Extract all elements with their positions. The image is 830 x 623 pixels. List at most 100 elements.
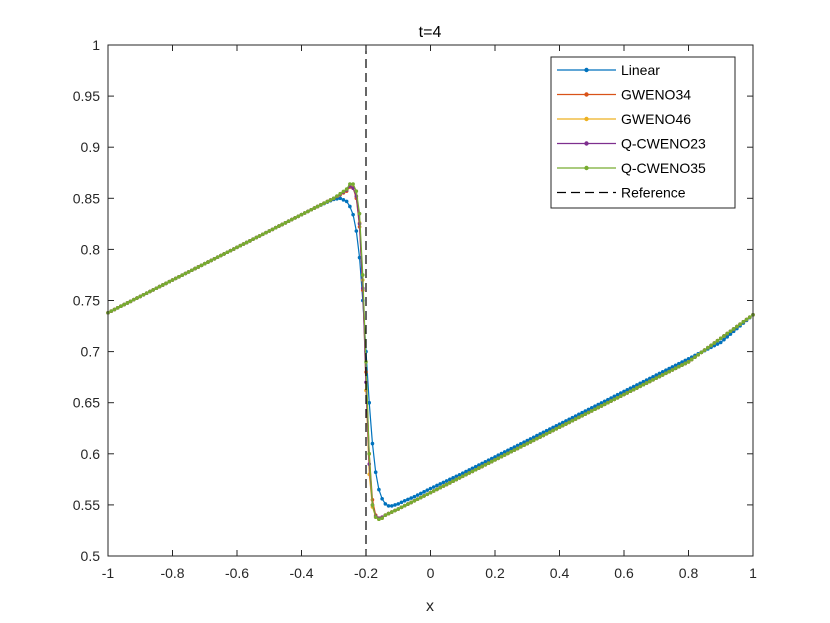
data-point-q-cweno35 xyxy=(577,415,581,420)
data-point-linear xyxy=(541,430,546,435)
data-point-q-cweno35 xyxy=(689,357,694,362)
data-point-q-cweno35 xyxy=(686,360,691,364)
data-point-q-cweno35 xyxy=(747,315,752,319)
data-point-q-cweno35 xyxy=(315,204,320,209)
data-point-q-cweno35 xyxy=(373,515,378,519)
data-point-linear xyxy=(657,371,662,376)
data-point-q-cweno35 xyxy=(712,341,717,345)
y-tick-label: 1 xyxy=(92,37,100,53)
data-point-q-cweno35 xyxy=(431,489,436,493)
data-point-linear xyxy=(399,500,404,505)
y-tick-label: 0.95 xyxy=(73,88,100,104)
data-point-q-cweno35 xyxy=(222,252,226,256)
data-point-linear xyxy=(618,391,623,395)
data-point-q-cweno35 xyxy=(190,268,194,273)
data-point-linear xyxy=(354,229,359,233)
data-point-linear xyxy=(422,490,426,494)
data-point-q-cweno35 xyxy=(148,289,152,294)
legend-entry-linear: Linear xyxy=(557,62,660,78)
x-tick-label: 0.2 xyxy=(485,565,505,581)
data-point-q-cweno35 xyxy=(677,364,681,369)
data-point-q-cweno35 xyxy=(631,387,636,392)
data-point-linear xyxy=(667,366,671,371)
data-point-linear xyxy=(519,441,523,446)
data-point-linear xyxy=(567,417,571,422)
x-axis-label: x xyxy=(426,598,434,615)
data-point-linear xyxy=(515,443,520,448)
data-point-q-cweno35 xyxy=(522,443,526,448)
data-point-linear xyxy=(683,358,688,363)
data-point-q-cweno35 xyxy=(196,265,201,269)
data-point-q-cweno35 xyxy=(231,247,236,251)
data-point-q-cweno35 xyxy=(606,400,610,405)
y-tick-label: 0.6 xyxy=(81,446,101,462)
y-tick-label: 0.65 xyxy=(73,395,100,411)
data-point-q-cweno35 xyxy=(551,428,555,433)
legend-entry-reference: Reference xyxy=(557,185,686,201)
x-tick-label: 0.8 xyxy=(679,565,699,581)
data-point-linear xyxy=(715,342,720,346)
data-point-q-cweno35 xyxy=(319,203,323,207)
data-point-q-cweno35 xyxy=(648,379,652,384)
data-point-q-cweno35 xyxy=(596,405,600,410)
data-point-linear xyxy=(506,448,510,453)
data-point-linear xyxy=(370,441,375,446)
data-point-q-cweno35 xyxy=(544,431,549,436)
data-point-linear xyxy=(457,472,462,477)
data-point-linear xyxy=(386,504,391,508)
x-tick-label: 0.6 xyxy=(614,565,634,581)
data-point-q-cweno35 xyxy=(338,191,343,196)
data-point-linear xyxy=(538,432,542,436)
data-point-linear xyxy=(531,435,536,440)
data-point-q-cweno35 xyxy=(744,317,749,322)
data-point-linear xyxy=(583,409,588,413)
data-point-q-cweno35 xyxy=(309,207,313,212)
data-point-linear xyxy=(586,407,591,412)
data-point-linear xyxy=(406,497,410,502)
data-point-linear xyxy=(348,204,352,209)
data-point-q-cweno35 xyxy=(299,212,304,217)
data-point-q-cweno35 xyxy=(135,296,139,300)
data-point-linear xyxy=(602,399,607,404)
data-point-linear xyxy=(464,469,468,474)
data-point-q-cweno35 xyxy=(367,452,372,456)
data-point-q-cweno35 xyxy=(467,471,472,475)
data-point-q-cweno35 xyxy=(735,324,739,329)
data-point-q-cweno35 xyxy=(506,451,510,456)
data-point-linear xyxy=(373,470,378,475)
data-point-linear xyxy=(448,477,452,482)
data-point-q-cweno35 xyxy=(718,336,723,341)
data-point-q-cweno35 xyxy=(186,270,191,274)
data-point-q-cweno35 xyxy=(699,350,704,355)
data-point-linear xyxy=(522,440,526,444)
data-point-q-cweno35 xyxy=(680,363,684,367)
data-point-q-cweno35 xyxy=(141,292,146,297)
x-tick-label: -0.4 xyxy=(289,565,313,581)
data-point-linear xyxy=(725,335,729,339)
data-point-linear xyxy=(451,476,455,480)
data-point-q-cweno35 xyxy=(570,418,575,423)
data-point-q-cweno35 xyxy=(396,507,401,511)
data-point-q-cweno35 xyxy=(473,467,478,472)
data-point-linear xyxy=(428,486,433,491)
legend-label: GWENO46 xyxy=(621,111,691,127)
data-point-linear xyxy=(577,412,581,417)
data-point-q-cweno35 xyxy=(622,392,626,397)
data-point-q-cweno35 xyxy=(557,425,562,430)
data-point-q-cweno35 xyxy=(741,320,746,324)
data-point-q-cweno35 xyxy=(618,394,623,398)
series-layer xyxy=(106,182,755,522)
data-point-linear xyxy=(638,381,642,386)
data-point-q-cweno35 xyxy=(244,240,249,245)
data-point-q-cweno35 xyxy=(254,235,259,240)
data-point-q-cweno35 xyxy=(132,297,136,302)
data-point-linear xyxy=(535,433,539,438)
y-tick-label: 0.7 xyxy=(81,344,101,360)
data-point-q-cweno35 xyxy=(370,503,375,507)
data-point-q-cweno35 xyxy=(180,273,184,277)
data-point-q-cweno35 xyxy=(541,433,546,438)
data-point-linear xyxy=(570,415,575,420)
data-point-q-cweno35 xyxy=(286,219,291,223)
data-point-linear xyxy=(580,410,584,415)
data-point-linear xyxy=(654,373,659,377)
